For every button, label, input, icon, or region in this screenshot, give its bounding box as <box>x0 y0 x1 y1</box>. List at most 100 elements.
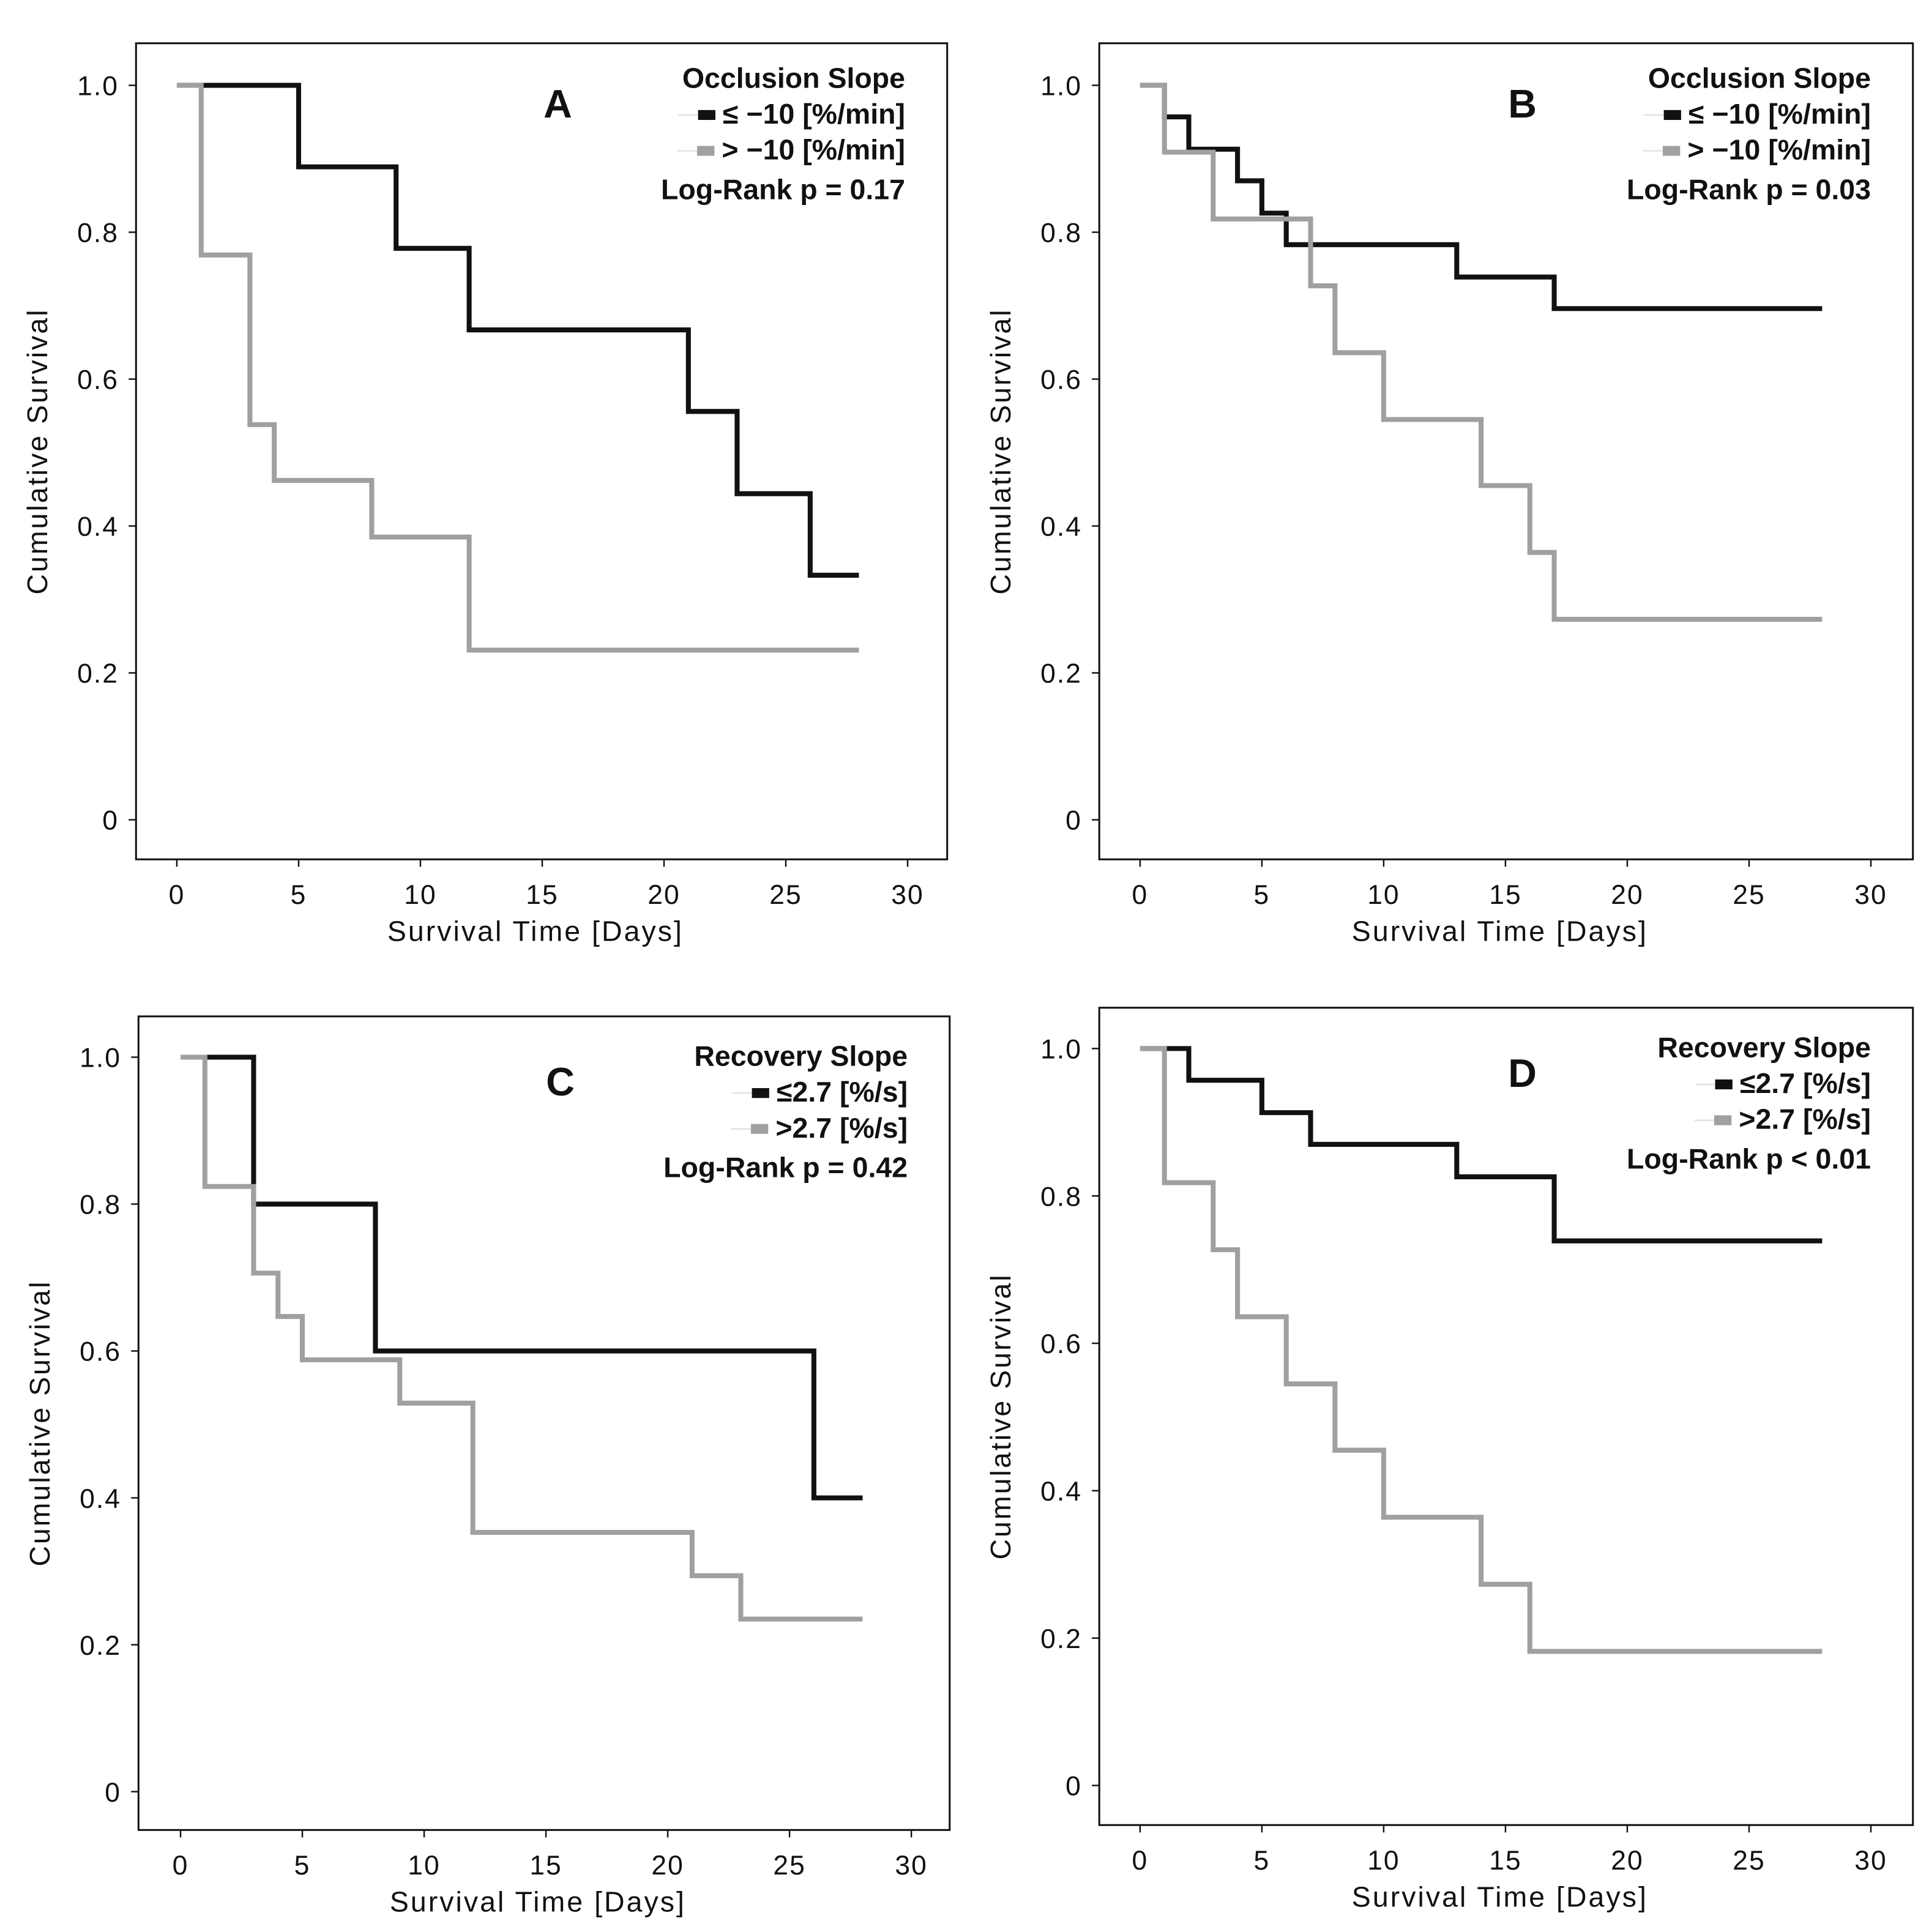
x-tick-label: 10 <box>1367 1846 1400 1876</box>
x-tick-label: 25 <box>1733 1846 1765 1876</box>
y-tick-label: 0 <box>1065 1772 1082 1802</box>
survival-curve-black <box>1140 83 1823 311</box>
x-tick-label: 10 <box>408 1851 440 1881</box>
y-tick-label: 0 <box>1065 806 1082 836</box>
y-axis-label: Cumulative Survival <box>985 308 1017 594</box>
legend-swatch-black <box>698 110 715 120</box>
y-tick-label: 0.2 <box>77 659 119 689</box>
y-tick-label: 0.6 <box>1040 365 1082 395</box>
y-tick-label: 0 <box>102 806 119 836</box>
x-tick-label: 20 <box>1611 1846 1643 1876</box>
legend-swatch-gray <box>697 146 715 156</box>
survival-curve-black <box>176 83 859 578</box>
x-tick-label: 20 <box>647 880 680 910</box>
y-tick-label: 0.4 <box>1040 512 1082 542</box>
plot-frame <box>135 42 949 860</box>
x-tick-label: 30 <box>895 1851 927 1881</box>
legend-entry-label: >2.7 [%/s] <box>775 1112 908 1144</box>
survival-curve-gray <box>176 83 859 653</box>
x-tick-label: 5 <box>294 1851 311 1881</box>
x-axis-label: Survival Time [Days] <box>1352 1881 1648 1913</box>
y-tick-label: 0.4 <box>77 512 119 542</box>
y-tick-label: 1.0 <box>77 72 119 102</box>
legend-swatch-black <box>1663 110 1681 120</box>
y-tick-label: 0.2 <box>1040 659 1082 689</box>
panel-label: C <box>546 1059 575 1104</box>
panel-b: 0 5 10 15 20 25 30 0 0.2 0.4 0.6 0.8 1.0 Survival Tim… <box>985 42 1914 947</box>
log-rank-annotation: Log-Rank p < 0.01 <box>1627 1143 1871 1174</box>
x-tick-label: 10 <box>1367 880 1400 910</box>
legend-title: Occlusion Slope <box>1648 62 1871 94</box>
y-tick-label: 0.4 <box>1040 1477 1082 1507</box>
x-tick-label: 30 <box>1854 880 1887 910</box>
y-tick-label: 0.8 <box>80 1190 121 1220</box>
x-tick-label: 10 <box>404 880 436 910</box>
x-tick-label: 15 <box>1489 1846 1521 1876</box>
legend-entry-label: > −10 [%/min] <box>722 134 905 166</box>
x-tick-label: 0 <box>173 1851 189 1881</box>
x-tick-label: 15 <box>526 880 558 910</box>
log-rank-annotation: Log-Rank p = 0.17 <box>661 173 905 205</box>
x-tick-label: 20 <box>651 1851 684 1881</box>
x-axis-label: Survival Time [Days] <box>1352 916 1648 947</box>
y-tick-label: 0.6 <box>77 365 119 395</box>
survival-curve-black <box>181 1054 863 1501</box>
legend-title: Occlusion Slope <box>682 62 905 94</box>
y-tick-label: 0.8 <box>1040 1182 1082 1212</box>
legend-swatch-gray <box>1714 1115 1732 1125</box>
panel-label: D <box>1508 1051 1537 1095</box>
legend-swatch-black <box>1715 1079 1733 1090</box>
legend-entry-label: ≤2.7 [%/s] <box>777 1076 908 1108</box>
y-tick-label: 0.4 <box>80 1484 121 1514</box>
log-rank-annotation: Log-Rank p = 0.03 <box>1627 173 1871 205</box>
y-tick-label: 0.2 <box>80 1631 121 1661</box>
y-tick-label: 0.8 <box>77 218 119 248</box>
x-tick-label: 0 <box>1132 880 1149 910</box>
legend-entry-label: > −10 [%/min] <box>1687 134 1871 166</box>
x-tick-label: 30 <box>891 880 923 910</box>
log-rank-annotation: Log-Rank p = 0.42 <box>663 1151 908 1183</box>
y-tick-label: 0.6 <box>1040 1329 1082 1359</box>
y-tick-label: 0.6 <box>80 1337 121 1367</box>
y-tick-label: 1.0 <box>80 1043 121 1073</box>
legend-swatch-gray <box>1663 146 1681 156</box>
x-tick-label: 5 <box>1254 1846 1270 1876</box>
x-tick-label: 15 <box>1489 880 1521 910</box>
legend-entry-label: ≤ −10 [%/min] <box>1688 98 1871 130</box>
x-tick-label: 5 <box>1254 880 1270 910</box>
x-axis-label: Survival Time [Days] <box>387 916 684 947</box>
y-axis-label: Cumulative Survival <box>21 308 53 594</box>
survival-curve-gray <box>1140 83 1823 622</box>
legend-title: Recovery Slope <box>694 1040 908 1072</box>
y-tick-label: 0.2 <box>1040 1624 1082 1654</box>
plot-frame <box>137 1015 951 1831</box>
y-tick-label: 0 <box>105 1778 121 1808</box>
legend-entry-label: >2.7 [%/s] <box>1739 1103 1871 1135</box>
y-tick-label: 1.0 <box>1040 1035 1082 1065</box>
y-tick-label: 1.0 <box>1040 72 1082 102</box>
legend-entry-label: ≤ −10 [%/min] <box>723 98 905 130</box>
panel-d: 0 5 10 15 20 25 30 0 0.2 0.4 0.6 0.8 1.0 Survival Tim… <box>985 1007 1914 1913</box>
x-tick-label: 25 <box>1733 880 1765 910</box>
x-tick-label: 25 <box>773 1851 805 1881</box>
legend-swatch-gray <box>750 1124 769 1134</box>
survival-curve-gray <box>181 1054 863 1622</box>
x-tick-label: 30 <box>1854 1846 1887 1876</box>
legend-swatch-black <box>752 1088 769 1098</box>
x-tick-label: 0 <box>169 880 185 910</box>
plot-frame <box>1098 42 1914 860</box>
panel-a: 0 5 10 15 20 25 30 0 0.2 0.4 0.6 0.8 1.0 Survival Tim… <box>21 42 949 947</box>
y-axis-label: Cumulative Survival <box>24 1280 56 1566</box>
y-axis-label: Cumulative Survival <box>985 1273 1017 1559</box>
panel-label: A <box>543 81 572 126</box>
x-tick-label: 0 <box>1132 1846 1149 1876</box>
panel-c: 0 5 10 15 20 25 30 0 0.2 0.4 0.6 0.8 1.0 Survival Tim… <box>24 1015 951 1918</box>
survival-curve-black <box>1140 1046 1823 1244</box>
x-tick-label: 15 <box>529 1851 562 1881</box>
x-axis-label: Survival Time [Days] <box>390 1886 686 1918</box>
panel-label: B <box>1508 81 1537 126</box>
survival-curve-gray <box>1140 1046 1823 1654</box>
x-tick-label: 25 <box>769 880 802 910</box>
x-tick-label: 5 <box>291 880 307 910</box>
